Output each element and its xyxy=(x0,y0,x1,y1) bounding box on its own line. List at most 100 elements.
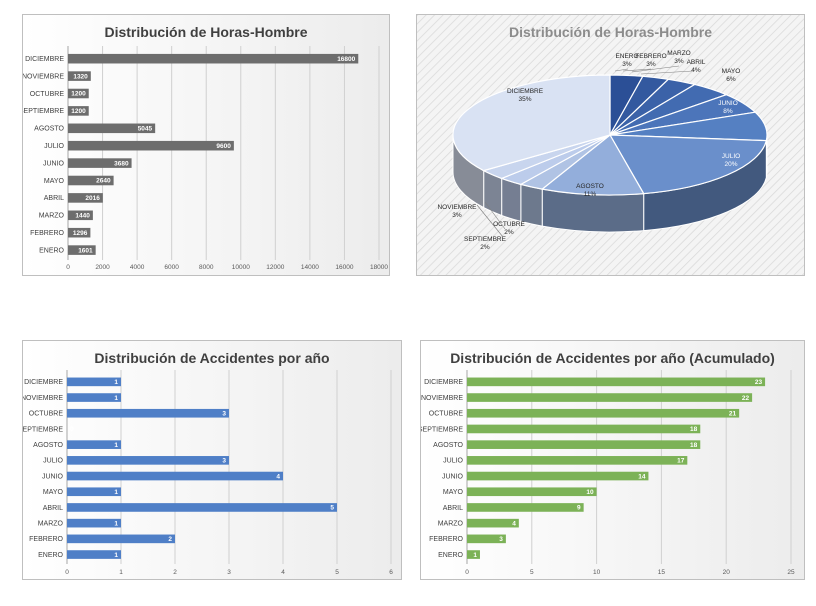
bar xyxy=(68,123,156,134)
pie-leader-line xyxy=(614,68,629,72)
pie-label-name: JULIO xyxy=(722,153,740,160)
bar xyxy=(467,377,766,387)
bar xyxy=(467,550,480,559)
data-label: 22 xyxy=(742,395,750,402)
pie-slice xyxy=(540,134,645,196)
x-tick-label: 5 xyxy=(530,569,534,576)
category-label: ENERO xyxy=(438,552,463,559)
chart-title: Distribución de Horas-Hombre xyxy=(104,24,308,40)
category-label: OCTUBRE xyxy=(429,411,464,418)
category-label: AGOSTO xyxy=(34,126,64,133)
x-tick-label: 0 xyxy=(65,569,69,576)
pie-label-percent: 2% xyxy=(504,229,514,236)
category-label: MAYO xyxy=(43,489,64,496)
bar xyxy=(68,158,132,168)
category-label: JULIO xyxy=(443,458,463,465)
pie-slice xyxy=(608,134,768,195)
data-label: 17 xyxy=(677,458,685,465)
x-tick-label: 10 xyxy=(593,569,601,576)
pie-label-name: AGOSTO xyxy=(576,183,604,190)
bar xyxy=(67,440,121,449)
pie-label-percent: 4% xyxy=(691,67,701,74)
x-tick-label: 0 xyxy=(66,264,70,271)
x-tick-label: 1 xyxy=(119,569,123,576)
chart-panel-horas-hombre-pie: Distribución de Horas-Hombre ENERO 3% FEBR… xyxy=(416,14,805,276)
category-label: MAYO xyxy=(44,178,65,185)
bar xyxy=(68,193,103,203)
data-label: 1296 xyxy=(73,230,88,237)
pie-label-percent: 8% xyxy=(723,108,733,115)
bar xyxy=(68,53,359,64)
pie-slice xyxy=(452,74,611,172)
data-label: 1440 xyxy=(75,213,90,220)
bar xyxy=(467,534,506,544)
data-label: 3 xyxy=(222,458,226,465)
data-label: 2640 xyxy=(96,178,111,185)
data-label: 18 xyxy=(690,442,698,449)
data-label: 2 xyxy=(168,536,172,543)
bar xyxy=(67,534,175,544)
chart-title: Distribución de Horas-Hombre xyxy=(508,24,713,40)
bar xyxy=(467,487,597,497)
x-tick-label: 8000 xyxy=(199,264,214,271)
bar xyxy=(67,550,121,559)
category-label: DICIEMBRE xyxy=(424,379,463,386)
data-label: 1 xyxy=(114,489,118,496)
category-label: NOVIEMBRE xyxy=(23,73,64,80)
bar xyxy=(467,440,701,449)
bar xyxy=(67,503,337,512)
chart-panel-accidentes-bar: Distribución de Accidentes por año 0 1 2 3 4… xyxy=(22,340,402,580)
pie-leader-line xyxy=(476,204,504,238)
bar xyxy=(68,71,91,81)
category-label: FEBRERO xyxy=(429,536,463,543)
category-label: MARZO xyxy=(38,520,64,527)
data-label: 16800 xyxy=(337,56,355,63)
data-label: 3680 xyxy=(114,160,129,167)
category-label: ABRIL xyxy=(44,195,64,202)
pie-label-percent: 3% xyxy=(646,61,656,68)
bar xyxy=(67,518,121,528)
pie-label-percent: 3% xyxy=(622,61,632,68)
bar-chart-accidentes: 0 1 2 3 4 5 6 DICIEMBRE 1 NOVIEMBRE 1 OCTUBRE 3 SEPTI… xyxy=(23,370,393,576)
pie-label-percent: 11% xyxy=(584,191,597,198)
bar-chart-horas-hombre: 0 2000 4000 6000 8000 10000 12000 14000 16000 180… xyxy=(23,46,388,271)
x-tick-label: 4000 xyxy=(130,264,145,271)
data-label: 4 xyxy=(512,520,516,527)
bar xyxy=(67,487,121,497)
data-label: 4 xyxy=(276,473,280,480)
x-tick-label: 6000 xyxy=(164,264,179,271)
pie-label-name: NOVIEMBRE xyxy=(437,204,477,211)
x-tick-label: 4 xyxy=(281,569,285,576)
pie-label-percent: 2% xyxy=(480,244,490,251)
bar xyxy=(68,140,234,151)
data-label: 9600 xyxy=(216,143,231,150)
pie-label-name: FEBRERO xyxy=(635,53,666,60)
category-label: SEPTIEMBRE xyxy=(23,426,63,433)
category-label: SEPTIEMBRE xyxy=(421,426,463,433)
bar xyxy=(68,88,89,99)
pie-label-name: JUNIO xyxy=(718,100,738,107)
category-label: JUNIO xyxy=(42,473,64,480)
pie-slice-side xyxy=(501,177,522,223)
category-label: NOVIEMBRE xyxy=(23,395,63,402)
data-label: 1320 xyxy=(73,73,88,80)
category-label: JUNIO xyxy=(442,473,464,480)
chart-panel-accidentes-acumulado-bar: Distribución de Accidentes por año (Acum… xyxy=(420,340,805,580)
data-label: 1200 xyxy=(71,108,86,115)
category-label: MARZO xyxy=(438,520,464,527)
data-label: 3 xyxy=(499,536,503,543)
pie-label-name: MAYO xyxy=(722,68,741,75)
pie-label-percent: 35% xyxy=(518,96,531,103)
x-tick-label: 15 xyxy=(658,569,666,576)
data-label: 1 xyxy=(114,520,118,527)
chart-panel-horas-hombre-bar: Distribución de Horas-Hombre 0 2000 4000 60… xyxy=(22,14,390,276)
